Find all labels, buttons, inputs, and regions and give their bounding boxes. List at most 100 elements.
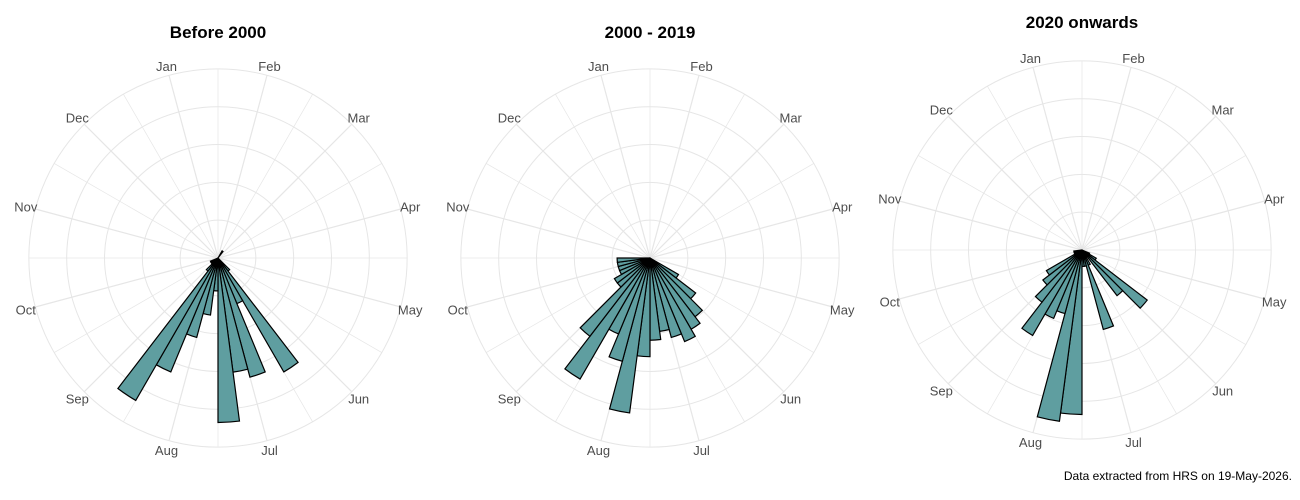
polar-chart-2: Jan Feb Mar Apr May Jun Jul Aug Sep Oct Nov Dec 2000… — [446, 23, 855, 458]
month-label-sep: Sep — [930, 384, 953, 399]
grid-spoke — [217, 94, 313, 259]
month-label-feb: Feb — [258, 59, 280, 74]
month-label-apr: Apr — [832, 200, 853, 215]
month-label-aug: Aug — [155, 443, 178, 458]
grid-spoke — [649, 123, 785, 259]
month-label-jul: Jul — [1125, 435, 1142, 450]
bar-sep-2 — [579, 257, 651, 338]
grid-spoke — [123, 94, 219, 259]
grid-spoke — [1081, 115, 1217, 251]
grid-spoke — [649, 94, 745, 259]
grid-spoke — [54, 257, 219, 353]
month-label-jun: Jun — [780, 392, 801, 407]
month-label-sep: Sep — [66, 392, 89, 407]
month-label-aug: Aug — [587, 443, 610, 458]
bar-sep-2 — [1034, 249, 1083, 304]
grid-spoke — [217, 257, 401, 308]
month-label-oct: Oct — [16, 303, 37, 318]
bar-jun-3 — [1081, 249, 1124, 297]
bar-oct-4 — [616, 257, 651, 263]
grid-spoke — [1032, 67, 1083, 251]
grid-spoke — [1081, 67, 1132, 251]
grid-spoke — [217, 257, 353, 393]
month-label-jan: Jan — [1020, 51, 1041, 66]
bar-sep-1 — [117, 257, 219, 402]
month-label-may: May — [830, 303, 855, 318]
data-source-caption: Data extracted from HRS on 19-May-2026. — [1063, 469, 1292, 483]
month-label-jan: Jan — [588, 59, 609, 74]
bar-jul-1 — [649, 257, 697, 343]
grid-spoke — [555, 94, 651, 259]
month-label-dec: Dec — [930, 102, 954, 117]
grid-spoke — [1081, 249, 1246, 345]
grid-spoke — [1081, 86, 1177, 251]
bar-mar-1 — [217, 250, 224, 259]
grid-spoke — [217, 163, 382, 259]
grid-spoke — [217, 257, 382, 353]
month-label-jul: Jul — [261, 443, 278, 458]
bar-oct-1 — [209, 257, 219, 263]
bar-jul-4 — [217, 257, 241, 424]
bar-jun-2 — [1081, 249, 1149, 309]
month-label-mar: Mar — [1212, 102, 1235, 117]
grid-circle — [460, 68, 840, 448]
grid-spoke — [649, 163, 814, 259]
month-label-oct: Oct — [448, 303, 469, 318]
month-label-dec: Dec — [66, 110, 90, 125]
grid-spoke — [649, 257, 833, 308]
month-label-nov: Nov — [446, 200, 470, 215]
month-label-jun: Jun — [348, 392, 369, 407]
month-label-may: May — [398, 303, 423, 318]
grid-spoke — [649, 75, 700, 259]
grid-spoke — [83, 123, 219, 259]
grid-circle — [892, 60, 1272, 440]
bar-jul-2 — [217, 257, 266, 378]
grid-spoke — [1081, 200, 1265, 251]
grid-spoke — [168, 75, 219, 259]
polar-chart-1: Jan Feb Mar Apr May Jun Jul Aug Sep Oct Nov Dec Befo… — [14, 23, 423, 458]
month-label-dec: Dec — [498, 110, 522, 125]
month-label-jun: Jun — [1212, 384, 1233, 399]
grid-spoke — [515, 123, 651, 259]
month-label-sep: Sep — [498, 392, 521, 407]
bar-oct-3 — [1073, 249, 1083, 253]
month-label-aug: Aug — [1019, 435, 1042, 450]
grid-spoke — [1081, 155, 1246, 251]
month-label-feb: Feb — [1122, 51, 1144, 66]
bar-sep-1 — [564, 257, 651, 380]
chart-title: Before 2000 — [170, 23, 266, 42]
grid-spoke — [918, 155, 1083, 251]
month-label-jan: Jan — [156, 59, 177, 74]
grid-spoke — [467, 208, 651, 259]
grid-spoke — [54, 163, 219, 259]
month-label-apr: Apr — [1264, 192, 1285, 207]
grid-circle — [28, 68, 408, 448]
grid-spoke — [987, 86, 1083, 251]
grid-spoke — [1081, 249, 1265, 300]
grid-spoke — [217, 75, 268, 259]
grid-spoke — [600, 75, 651, 259]
bar-jul-2 — [649, 257, 683, 339]
month-label-may: May — [1262, 295, 1287, 310]
grid-spoke — [947, 115, 1083, 251]
grid-spoke — [217, 123, 353, 259]
bar-jun-4 — [217, 257, 299, 373]
grid-spoke — [899, 249, 1083, 300]
grid-spoke — [899, 200, 1083, 251]
grid-spoke — [1081, 249, 1177, 414]
grid-spoke — [217, 208, 401, 259]
month-label-feb: Feb — [690, 59, 712, 74]
month-label-mar: Mar — [348, 110, 371, 125]
month-label-apr: Apr — [400, 200, 421, 215]
bar-sep-1 — [1021, 249, 1083, 337]
month-label-jul: Jul — [693, 443, 710, 458]
bar-sep-4 — [613, 257, 651, 284]
grid-spoke — [649, 208, 833, 259]
chart-title: 2000 - 2019 — [605, 23, 696, 42]
bar-jul-2 — [1081, 249, 1115, 331]
bar-sep-4 — [1045, 249, 1083, 276]
grid-spoke — [35, 257, 219, 308]
grid-spoke — [486, 163, 651, 259]
month-label-nov: Nov — [14, 200, 38, 215]
